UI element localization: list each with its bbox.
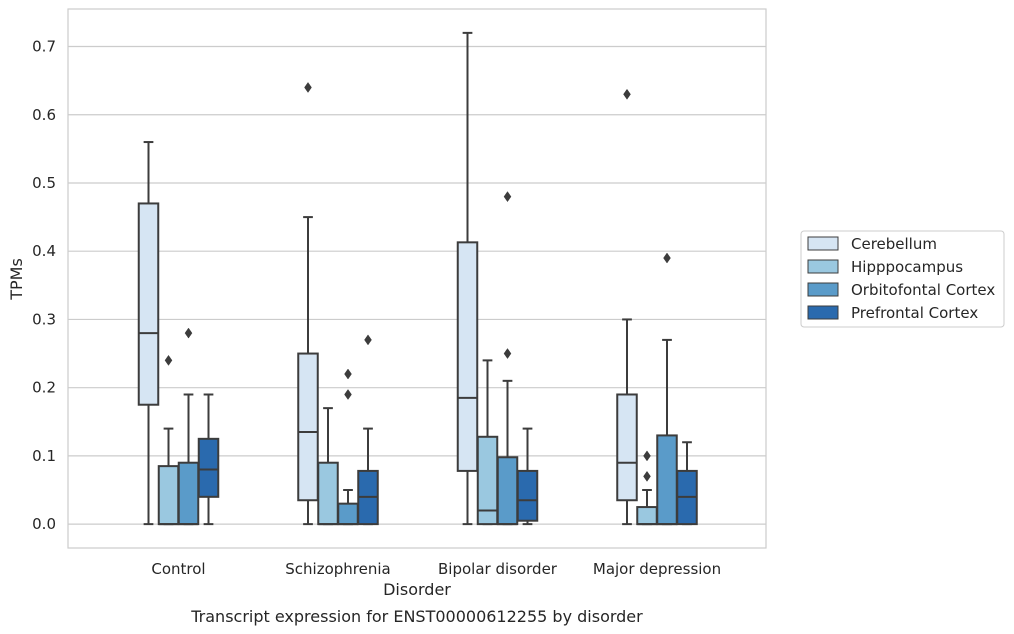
y-tick-label: 0.6: [32, 106, 56, 124]
y-axis: 0.0 0.1 0.2 0.3 0.4 0.5 0.6 0.7: [32, 38, 56, 534]
legend-frame: [800, 230, 1005, 328]
outlier-point: [663, 252, 671, 264]
y-tick-label: 0.2: [32, 379, 56, 397]
box-iqr: [636, 506, 658, 526]
box-orbitofontal-cortex: [337, 368, 359, 526]
box-series: [137, 31, 698, 526]
box-cerebellum: [456, 31, 479, 526]
x-tick-label: Control: [151, 560, 205, 578]
box-prefrontal-cortex: [197, 393, 220, 526]
box-iqr: [137, 202, 160, 406]
box-orbitofontal-cortex: [656, 252, 678, 526]
y-tick-label: 0.1: [32, 447, 56, 465]
box-iqr: [157, 465, 180, 526]
box-iqr: [337, 502, 359, 526]
outlier-point: [304, 82, 312, 93]
plot-frame: [67, 8, 767, 549]
legend-swatch: [807, 236, 839, 251]
legend-swatch: [807, 282, 839, 297]
outlier-point: [503, 348, 512, 359]
outlier-point: [344, 389, 352, 400]
box-iqr: [177, 461, 200, 526]
box-iqr: [616, 393, 638, 502]
legend-label: Prefrontal Cortex: [851, 304, 978, 322]
x-axis-label: Disorder: [383, 580, 451, 599]
box-hipppocampus: [636, 450, 658, 526]
outlier-point: [364, 334, 372, 346]
box-iqr: [656, 434, 678, 526]
x-axis: Control Schizophrenia Bipolar disorder Majo…: [151, 560, 721, 578]
x-tick-label: Major depression: [593, 560, 721, 578]
legend-label: Cerebellum: [851, 235, 937, 253]
box-orbitofontal-cortex: [177, 327, 200, 526]
outlier-point: [184, 327, 193, 339]
y-axis-label: TPMs: [7, 258, 26, 301]
x-tick-label: Bipolar disorder: [438, 560, 558, 578]
y-tick-label: 0.5: [32, 174, 56, 192]
outlier-point: [623, 88, 631, 100]
y-tick-label: 0.0: [32, 515, 56, 533]
box-prefrontal-cortex: [357, 334, 379, 526]
plot-area: [68, 9, 766, 548]
x-tick-label: Schizophrenia: [285, 560, 390, 578]
outlier-point: [164, 354, 173, 366]
box-cerebellum: [616, 88, 638, 526]
box-prefrontal-cortex: [516, 427, 539, 526]
box-iqr: [197, 437, 220, 498]
y-tick-label: 0.3: [32, 310, 56, 328]
box-iqr: [516, 469, 539, 522]
box-prefrontal-cortex: [676, 441, 698, 526]
legend-label: Hipppocampus: [851, 258, 963, 276]
box-hipppocampus: [317, 407, 339, 526]
y-tick-label: 0.7: [32, 38, 56, 56]
outlier-point: [344, 368, 352, 380]
box-iqr: [496, 456, 519, 526]
box-cerebellum: [137, 141, 160, 526]
box-iqr: [297, 352, 319, 502]
box-iqr: [317, 461, 339, 526]
box-iqr: [456, 241, 479, 472]
y-tick-label: 0.4: [32, 242, 56, 260]
legend-label: Orbitofontal Cortex: [851, 281, 995, 299]
outlier-point: [503, 191, 512, 203]
outlier-point: [643, 470, 651, 482]
chart-caption: Transcript expression for ENST0000061225…: [190, 607, 643, 626]
box-cerebellum: [297, 82, 319, 526]
legend: Cerebellum Hipppocampus Orbitofontal Corte…: [800, 230, 1005, 328]
legend-swatch: [807, 259, 839, 274]
legend-swatch: [807, 305, 839, 320]
outlier-point: [643, 450, 651, 462]
